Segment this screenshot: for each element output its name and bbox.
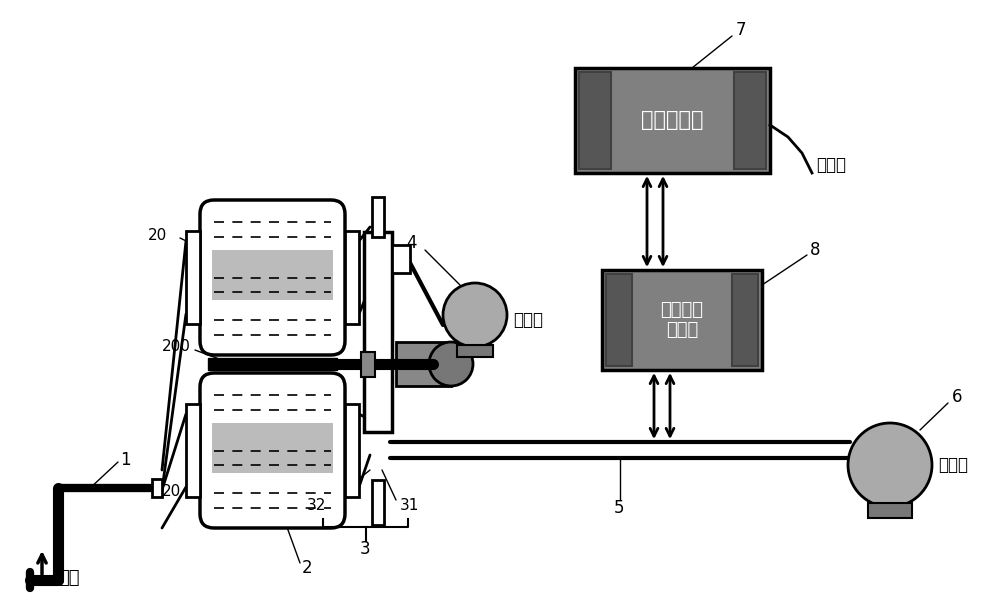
Bar	[345, 231, 359, 324]
Bar	[396, 342, 451, 386]
Bar	[868, 503, 912, 518]
Bar	[372, 480, 384, 525]
Bar	[212, 423, 333, 473]
Bar	[372, 197, 384, 237]
Text: 2: 2	[302, 559, 313, 577]
Bar	[457, 345, 493, 357]
Circle shape	[443, 283, 507, 347]
Text: 20: 20	[148, 227, 167, 243]
Text: 鼓风机: 鼓风机	[513, 311, 543, 329]
Text: 20: 20	[162, 484, 181, 498]
Text: 6: 6	[952, 388, 962, 406]
Circle shape	[429, 342, 473, 386]
Bar	[361, 352, 375, 377]
Text: 4: 4	[406, 234, 417, 252]
FancyBboxPatch shape	[200, 200, 345, 355]
Bar	[186, 404, 200, 497]
Text: 1: 1	[120, 451, 131, 469]
Circle shape	[848, 423, 932, 507]
Text: 8: 8	[810, 241, 820, 259]
Text: 测试仪: 测试仪	[666, 321, 698, 339]
Text: 温度湿度: 温度湿度	[660, 301, 704, 319]
Bar	[602, 270, 762, 370]
Text: 高阻测试仪: 高阻测试仪	[641, 110, 703, 130]
Bar	[152, 479, 162, 497]
Text: 5: 5	[614, 499, 624, 517]
Text: 31: 31	[400, 498, 419, 513]
Bar	[732, 274, 758, 366]
Text: 接地线: 接地线	[816, 156, 846, 174]
Bar	[186, 231, 200, 324]
Bar	[392, 245, 410, 273]
FancyBboxPatch shape	[200, 373, 345, 528]
Bar	[575, 68, 770, 173]
Bar	[579, 72, 611, 169]
Text: 7: 7	[736, 21, 746, 39]
Bar	[606, 274, 632, 366]
Bar	[364, 232, 392, 432]
Text: 烟气: 烟气	[58, 569, 80, 587]
Bar	[212, 250, 333, 300]
Bar	[345, 404, 359, 497]
Bar	[734, 72, 766, 169]
Text: 引风机: 引风机	[938, 456, 968, 474]
Text: 32: 32	[306, 498, 326, 513]
Bar	[208, 358, 337, 370]
Text: 3: 3	[360, 540, 371, 558]
Bar	[390, 442, 850, 458]
Text: 200: 200	[162, 339, 191, 354]
